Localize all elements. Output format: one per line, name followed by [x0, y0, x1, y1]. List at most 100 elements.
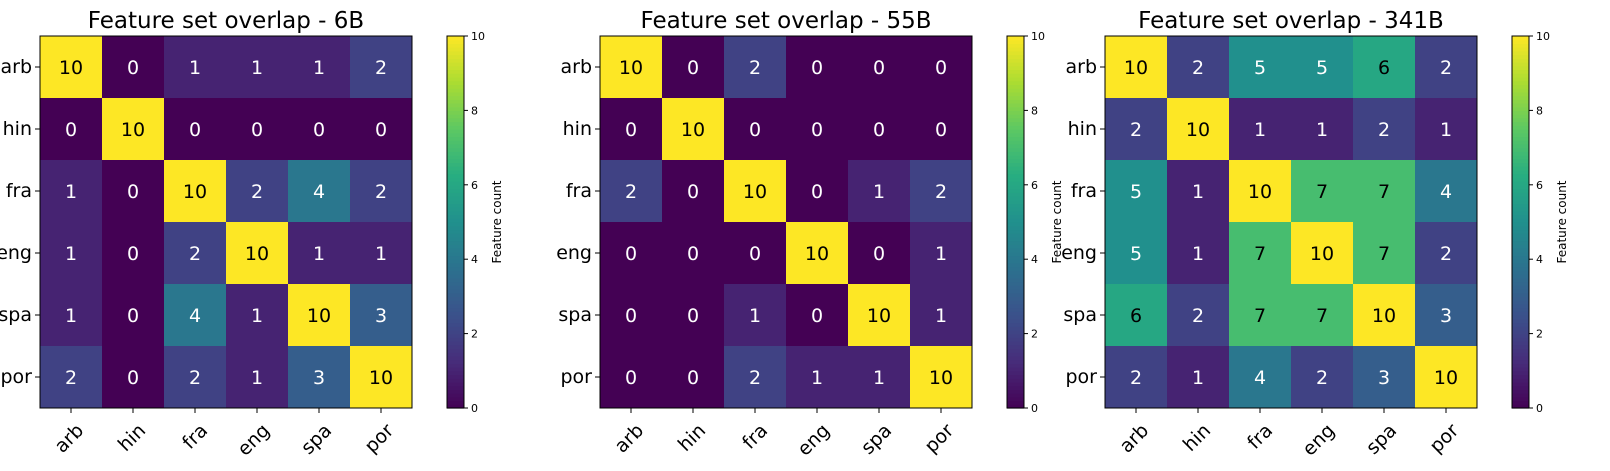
colorbar-frame — [446, 35, 465, 409]
colorbar-segment — [1512, 147, 1529, 152]
heatmap-cell — [910, 36, 972, 98]
colorbar-segment — [1512, 158, 1529, 164]
colorbar-segment — [447, 322, 464, 327]
colorbar-segment — [447, 404, 464, 409]
colorbar-segment — [1007, 102, 1024, 108]
colorbar-segment — [1512, 166, 1529, 171]
heatmap-cell — [288, 98, 350, 160]
colorbar-segment — [1512, 307, 1529, 312]
colorbar-segment — [447, 393, 464, 398]
colorbar-segment — [447, 214, 464, 219]
cell-value-label: 10 — [121, 119, 145, 141]
cell-value-label: 10 — [245, 243, 269, 265]
heatmap-cell — [350, 222, 412, 284]
heatmap-cell — [1167, 160, 1229, 222]
colorbar-segment — [447, 181, 464, 186]
heatmap-cell — [662, 284, 724, 346]
colorbar-segment — [1007, 389, 1024, 394]
colorbar-segment — [1007, 255, 1024, 260]
heatmap-cell — [1167, 346, 1229, 408]
heatmap-cell — [1167, 284, 1229, 346]
heatmap-cell — [1353, 284, 1415, 346]
heatmap-cell — [1229, 222, 1291, 284]
colorbar-segment — [447, 218, 464, 223]
colorbar-segment — [1512, 251, 1529, 257]
x-tick-label: fra — [738, 420, 772, 454]
y-tick-label: hin — [563, 118, 592, 140]
x-tick-label: hin — [674, 420, 710, 456]
colorbar-segment — [447, 248, 464, 253]
colorbar-segment — [447, 370, 464, 376]
colorbar-segment — [1007, 162, 1024, 167]
colorbar-segment — [1007, 210, 1024, 216]
heatmap-cell — [724, 36, 786, 98]
colorbar-segment — [447, 47, 464, 52]
heatmap-cell — [40, 36, 102, 98]
x-tick-label: por — [1425, 419, 1463, 457]
colorbar-label: Feature count — [1555, 180, 1569, 263]
colorbar: 0 2 4 6 8 10 Feature count — [1006, 30, 1064, 415]
colorbar-segment — [1007, 95, 1024, 100]
colorbar-segment — [1512, 363, 1529, 368]
cell-value-label: 5 — [1130, 181, 1142, 203]
x-tick-label: fra — [1243, 420, 1277, 454]
cell-value-label: 4 — [189, 305, 201, 327]
heatmap-cell — [1105, 98, 1167, 160]
colorbar-tick-label: 4 — [1536, 253, 1543, 266]
cell-value-label: 4 — [313, 181, 325, 203]
colorbar-segment — [1007, 262, 1024, 268]
colorbar-segment — [1512, 236, 1529, 242]
heatmap-cell — [1105, 222, 1167, 284]
colorbar-segment — [1007, 296, 1024, 301]
colorbar-segment — [1007, 374, 1024, 379]
colorbar-segment — [1512, 352, 1529, 357]
cell-value-label: 1 — [935, 243, 947, 265]
cell-value-label: 2 — [1192, 57, 1204, 79]
colorbar-segment — [1512, 140, 1529, 145]
colorbar-segment — [1512, 69, 1529, 74]
cell-value-label: 0 — [873, 119, 885, 141]
colorbar-segment — [1512, 326, 1529, 331]
heatmap-cell — [102, 98, 164, 160]
colorbar-segment — [447, 396, 464, 402]
colorbar-segment — [1007, 352, 1024, 357]
colorbar-segment — [1512, 311, 1529, 316]
cell-value-label: 10 — [867, 305, 891, 327]
colorbar-segment — [1512, 125, 1529, 130]
colorbar-segment — [1512, 95, 1529, 100]
colorbar-segment — [1512, 110, 1529, 115]
colorbar-segment — [1512, 370, 1529, 376]
colorbar-segment — [1007, 158, 1024, 164]
colorbar-segment — [1007, 166, 1024, 171]
colorbar-segment — [447, 143, 464, 149]
cell-value-label: 10 — [805, 243, 829, 265]
colorbar-segment — [1007, 303, 1024, 309]
colorbar-segment — [1512, 195, 1529, 201]
colorbar-segment — [447, 188, 464, 193]
cell-value-label: 1 — [749, 305, 761, 327]
y-tick-label: spa — [0, 304, 32, 326]
cell-value-label: 2 — [935, 181, 947, 203]
colorbar-segment — [1512, 62, 1529, 67]
heatmap-cell — [724, 284, 786, 346]
colorbar-segment — [1007, 259, 1024, 264]
colorbar-segment — [447, 140, 464, 145]
heatmap-cell — [1105, 284, 1167, 346]
colorbar: 0 2 4 6 8 10 Feature count — [446, 30, 504, 415]
colorbar-tick-label: 8 — [471, 104, 478, 117]
heatmap-cell — [226, 346, 288, 408]
cell-value-label: 2 — [749, 57, 761, 79]
cell-value-label: 2 — [1440, 57, 1452, 79]
colorbar-segment — [1512, 222, 1529, 227]
heatmap-cell — [102, 222, 164, 284]
colorbar-segment — [447, 262, 464, 268]
colorbar-tick-label: 4 — [1031, 253, 1038, 266]
colorbar-segment — [1512, 240, 1529, 245]
cell-value-label: 0 — [687, 305, 699, 327]
colorbar-segment — [447, 76, 464, 82]
cell-value-label: 1 — [1192, 367, 1204, 389]
heatmap-cell — [1415, 160, 1477, 222]
panel-title: Feature set overlap - 6B — [88, 8, 364, 34]
cell-value-label: 0 — [625, 243, 637, 265]
heatmap-cell — [848, 284, 910, 346]
